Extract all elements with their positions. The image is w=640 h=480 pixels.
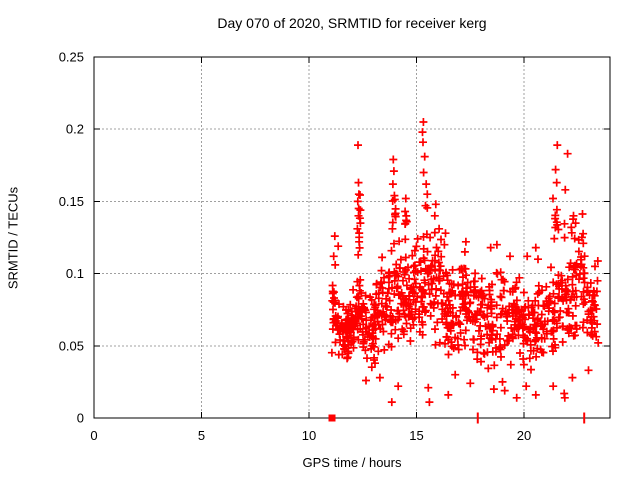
grid-lines [94, 57, 610, 418]
tick-marks [93, 56, 610, 419]
x-tick-label: 15 [409, 428, 423, 443]
x-tick-label: 0 [90, 428, 97, 443]
y-tick-label: 0.1 [66, 266, 84, 281]
plot-border [93, 56, 611, 419]
x-tick-label: 10 [302, 428, 316, 443]
chart-title: Day 070 of 2020, SRMTID for receiver ker… [217, 15, 487, 31]
x-tick-label: 5 [198, 428, 205, 443]
y-tick-label: 0 [77, 411, 84, 426]
x-axis-title: GPS time / hours [302, 455, 402, 470]
y-tick-label: 0.2 [66, 122, 84, 137]
y-tick-label: 0.25 [59, 50, 84, 65]
data-points [327, 118, 603, 407]
y-tick-label: 0.15 [59, 194, 84, 209]
y-tick-label: 0.05 [59, 338, 84, 353]
x-tick-label: 20 [517, 428, 531, 443]
axis-marker-square [328, 414, 336, 422]
